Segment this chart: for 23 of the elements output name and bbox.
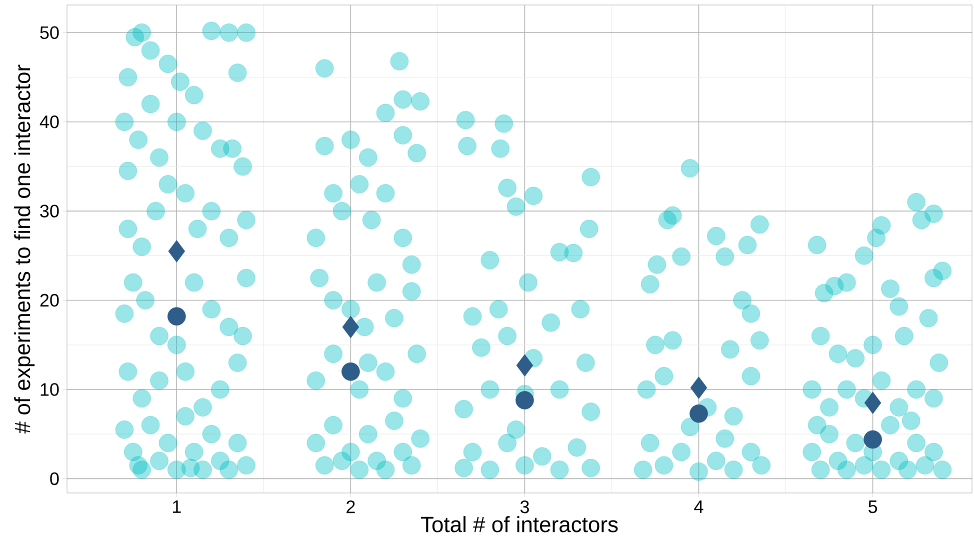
x-tick-label: 5	[868, 500, 878, 514]
x-tick-label: 1	[173, 500, 181, 513]
point	[167, 307, 186, 326]
y-tick-label: 50	[40, 26, 59, 40]
y-axis-title: # of experiments to find one interactor	[14, 64, 35, 434]
point	[168, 240, 186, 262]
x-tick-label: 3	[520, 500, 529, 514]
y-tick-label: 20	[40, 294, 59, 307]
point	[516, 391, 534, 410]
x-axis-title: Total # of interactors	[420, 516, 618, 532]
point	[864, 392, 882, 414]
x-tick-label: 4	[694, 500, 704, 513]
point	[690, 404, 708, 423]
y-tick-label: 40	[40, 115, 59, 128]
y-tick-label: 0	[50, 472, 59, 486]
point	[342, 316, 360, 338]
y-tick-label: 10	[40, 383, 59, 396]
point	[864, 430, 882, 449]
point	[690, 376, 708, 399]
point	[341, 362, 360, 381]
x-tick-label: 2	[346, 500, 355, 514]
y-tick-label: 30	[40, 204, 59, 218]
point	[516, 354, 534, 377]
